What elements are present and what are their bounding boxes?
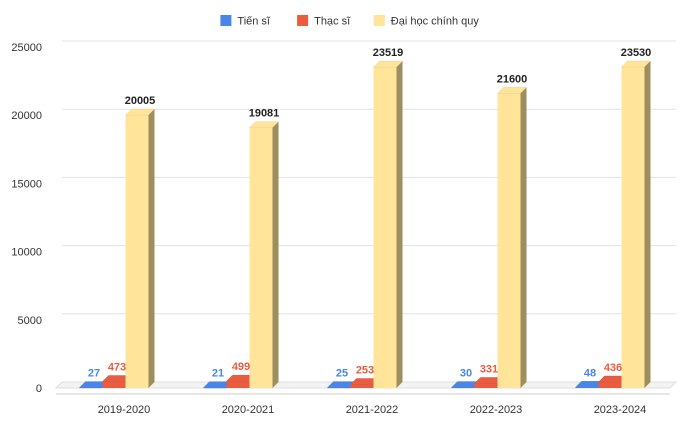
data-label: 436 xyxy=(604,362,622,374)
legend-item: Thạc sĩ xyxy=(297,15,351,28)
bar-front xyxy=(102,381,126,388)
bar-front xyxy=(621,67,645,389)
y-tick-label: 25000 xyxy=(11,42,42,54)
legend-item: Đại học chính quy xyxy=(373,15,480,28)
y-tick-label: 10000 xyxy=(11,247,42,259)
data-label: 473 xyxy=(108,362,126,374)
legend-item: Tiến sĩ xyxy=(220,15,271,28)
bar xyxy=(248,121,280,388)
x-axis-ticks: 2019-2020 2020-2021 2021-2022 2022-2023 2023… xyxy=(98,404,647,416)
bar-side xyxy=(520,87,527,388)
bar-side xyxy=(148,109,155,388)
legend-swatch xyxy=(373,15,385,26)
y-axis-ticks: 0 5000 10000 15000 20000 25000 xyxy=(11,42,42,395)
data-label: 19081 xyxy=(249,108,280,120)
bar xyxy=(620,60,652,389)
bar xyxy=(124,108,156,388)
data-label: 331 xyxy=(480,363,498,375)
y-tick-label: 15000 xyxy=(11,178,42,190)
bar-front xyxy=(125,115,149,388)
bar-side xyxy=(272,121,279,388)
x-tick-label: 2019-2020 xyxy=(98,404,151,416)
data-label: 20005 xyxy=(125,95,156,107)
bar xyxy=(496,87,528,388)
legend-label: Đại học chính quy xyxy=(391,16,480,28)
y-tick-label: 0 xyxy=(36,383,42,395)
bar-front xyxy=(373,67,397,388)
bar-front xyxy=(249,127,273,388)
y-tick-label: 5000 xyxy=(18,315,42,327)
bar-side xyxy=(644,61,651,388)
bar xyxy=(372,60,404,389)
bar-front xyxy=(350,384,374,388)
y-tick-label: 20000 xyxy=(11,110,42,122)
x-tick-label: 2021-2022 xyxy=(346,404,399,416)
bar-front xyxy=(497,93,521,388)
legend-swatch xyxy=(297,15,309,26)
data-label: 30 xyxy=(460,368,472,380)
x-tick-label: 2022-2023 xyxy=(470,404,523,416)
bars xyxy=(78,60,652,389)
bar-front xyxy=(575,387,599,388)
data-labels: 27 473 20005 21 499 19081 25 253 23519 30 331 21600… xyxy=(88,47,651,380)
x-tick-label: 2020-2021 xyxy=(222,404,275,416)
data-label: 253 xyxy=(356,365,374,377)
legend-label: Tiến sĩ xyxy=(237,16,271,28)
data-label: 23530 xyxy=(621,47,652,59)
data-label: 23519 xyxy=(373,47,404,59)
data-label: 499 xyxy=(232,361,250,373)
bar-side xyxy=(396,61,403,389)
data-label: 25 xyxy=(336,368,348,380)
legend-swatch xyxy=(220,15,232,26)
bar-front xyxy=(226,381,250,388)
x-tick-label: 2023-2024 xyxy=(594,404,647,416)
data-label: 21600 xyxy=(497,73,528,85)
data-label: 27 xyxy=(88,368,100,380)
legend: Tiến sĩ Thạc sĩ Đại học chính quy xyxy=(220,15,479,28)
data-label: 21 xyxy=(212,368,224,380)
bar-front xyxy=(474,383,498,388)
data-label: 48 xyxy=(584,367,596,379)
legend-label: Thạc sĩ xyxy=(314,16,351,28)
gridlines xyxy=(62,40,676,315)
bar-front xyxy=(598,382,622,388)
